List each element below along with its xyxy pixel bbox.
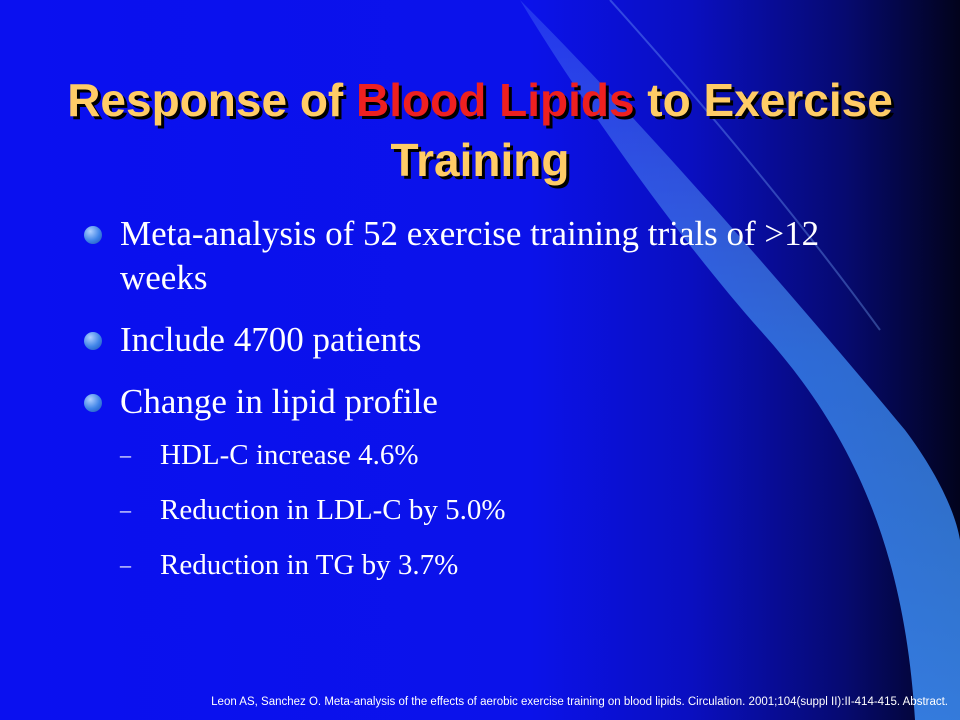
sub-bullet-text: HDL-C increase 4.6% [160,439,419,471]
bullet-text: Meta-analysis of 52 exercise training tr… [120,214,820,297]
slide-title: Response of Blood Lipids to Exercise Tra… [40,70,920,190]
sub-bullet-item: – HDL-C increase 4.6% [120,436,880,474]
dash-icon: – [120,497,131,522]
sub-bullet-text: Reduction in LDL-C by 5.0% [160,494,506,526]
title-highlight: Blood Lipids [356,74,635,126]
bullet-item: Change in lipid profile – HDL-C increase… [80,380,880,584]
sub-bullet-text: Reduction in TG by 3.7% [160,549,459,581]
bullet-item: Include 4700 patients [80,318,880,362]
bullet-dot-icon [84,394,102,412]
bullet-dot-icon [84,332,102,350]
bullet-item: Meta-analysis of 52 exercise training tr… [80,212,880,300]
sub-bullet-item: – Reduction in TG by 3.7% [120,546,880,584]
title-text-end: to Exercise Training [390,74,893,186]
bullet-text: Include 4700 patients [120,320,422,359]
citation-text: Leon AS, Sanchez O. Meta-analysis of the… [211,696,948,708]
title-text-start: Response of [67,74,357,126]
dash-icon: – [120,442,131,467]
bullet-text: Change in lipid profile [120,382,438,421]
bullet-dot-icon [84,226,102,244]
sub-bullet-list: – HDL-C increase 4.6% – Reduction in LDL… [120,436,880,584]
bullet-list: Meta-analysis of 52 exercise training tr… [80,212,880,602]
dash-icon: – [120,552,131,577]
sub-bullet-item: – Reduction in LDL-C by 5.0% [120,491,880,529]
